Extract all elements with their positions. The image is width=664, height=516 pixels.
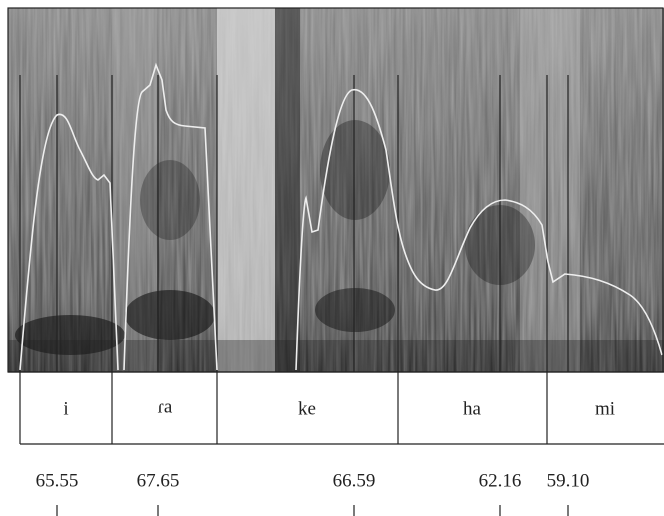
pitch-values: 65.55 67.65 66.59 62.16 59.10 — [36, 470, 590, 516]
pitch-value: 62.16 — [479, 470, 522, 491]
syllable-label: ha — [463, 398, 482, 419]
syllable-label: ke — [298, 398, 316, 419]
syllable-label: ɾa — [158, 396, 173, 417]
pitch-value: 67.65 — [137, 470, 180, 491]
pitch-contour — [19, 62, 663, 371]
syllable-tier: i ɾa ke ha mi — [8, 371, 664, 445]
syllable-label: i — [63, 398, 68, 419]
pitch-value: 59.10 — [547, 470, 590, 491]
pitch-value: 65.55 — [36, 470, 79, 491]
spectrogram — [8, 8, 664, 372]
syllable-label: mi — [595, 398, 615, 419]
pitch-value: 66.59 — [333, 470, 376, 491]
